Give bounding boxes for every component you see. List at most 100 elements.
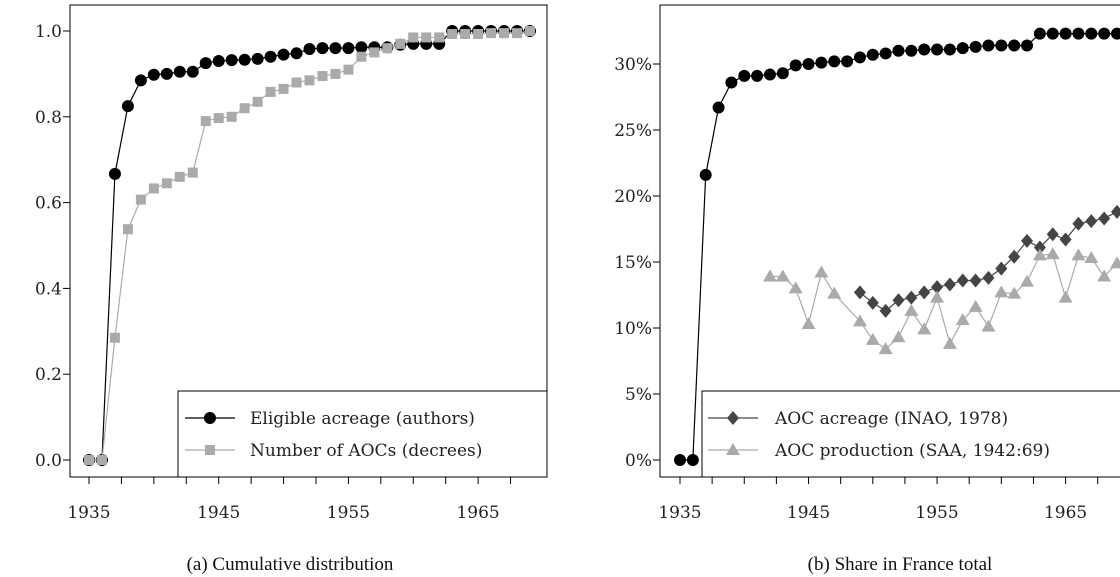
data-point [1059,232,1072,247]
data-point [853,51,866,64]
data-point [789,59,802,72]
data-point [879,303,892,318]
data-point [1059,27,1072,40]
data-point [981,319,996,332]
data-point [725,76,738,89]
data-point [109,332,120,343]
data-point [891,330,906,343]
data-point [1046,227,1059,242]
data-point [291,77,302,88]
series-group [83,25,536,466]
data-point [699,168,712,181]
data-point [135,194,146,205]
data-point [943,277,956,292]
data-point [174,171,185,182]
data-point [931,280,944,295]
data-point [674,454,686,466]
data-point [982,270,995,285]
x-tick-label: 1955 [327,503,370,523]
data-point [251,52,264,65]
data-point [763,68,776,81]
data-point [1046,27,1059,40]
data-point [930,290,945,303]
data-point [486,28,497,39]
data-point [395,38,406,49]
y-tick-label: 25% [614,121,652,141]
legend: Eligible acreage (authors) Number of AOCs… [177,390,548,478]
data-point [200,116,211,127]
data-point [1071,248,1086,261]
data-point [1072,216,1085,231]
data-point [1058,290,1073,303]
data-point [1007,286,1022,299]
data-point [1045,247,1060,260]
data-point [1072,27,1085,40]
data-point [460,29,471,40]
data-point [329,42,342,55]
data-point [447,29,458,40]
data-point [1008,39,1021,52]
data-point [226,111,237,122]
data-point [148,183,159,194]
data-point [186,65,199,78]
y-tick-label: 10% [614,319,652,339]
data-point [828,55,841,68]
y-axis: 0.0 0.2 0.4 0.6 0.8 1.0 [35,22,70,471]
data-point [434,32,445,43]
data-point [814,265,829,278]
data-point [317,71,328,82]
data-point [1033,27,1046,40]
y-tick-label: 15% [614,253,652,273]
data-point [343,64,354,75]
data-point [265,86,276,97]
data-point [751,69,764,82]
y-tick-label: 0.6 [35,194,62,214]
y-tick-label: 0.4 [35,279,62,299]
legend-marker [205,445,215,455]
data-point [712,101,725,114]
data-point [905,290,918,305]
data-point [1084,251,1099,264]
data-point [382,43,393,54]
data-point [369,47,380,58]
data-point [316,42,329,55]
data-point [995,261,1008,276]
data-point [762,269,777,282]
data-point [199,57,212,70]
data-point [931,43,944,56]
data-point [499,28,510,39]
legend-marker [204,412,216,424]
legend-label: Eligible acreage (authors) [250,409,475,429]
data-point [815,56,828,69]
panel-cumulative-distribution: 0.0 0.2 0.4 0.6 0.8 1.0 1935 1945 1955 1965 Elig… [35,4,548,575]
legend-label: Number of AOCs (decrees) [250,441,482,461]
data-point [356,51,367,62]
x-axis: 1935 1945 1955 1965 [67,477,512,523]
data-point [330,68,341,79]
data-point [686,454,699,466]
data-point [122,224,133,235]
data-point [968,299,983,312]
legend-box [701,390,1120,478]
data-point [982,39,995,52]
data-point [802,58,815,70]
data-point [252,96,263,107]
data-point [956,42,969,55]
series-aoc-production-saa-1942-69- [762,247,1120,355]
data-point [955,313,970,326]
y-tick-label: 5% [625,385,652,405]
data-point [108,167,121,180]
data-point [1097,269,1112,282]
data-point [1021,39,1034,52]
data-point [421,32,432,43]
data-point [160,67,173,80]
data-point [918,43,931,56]
data-point [1008,249,1021,264]
data-point [879,47,892,60]
data-point [905,44,918,57]
data-point [1098,27,1111,40]
data-point [917,322,932,335]
panel-caption: (b) Share in France total [808,554,993,575]
legend-box [177,390,548,478]
